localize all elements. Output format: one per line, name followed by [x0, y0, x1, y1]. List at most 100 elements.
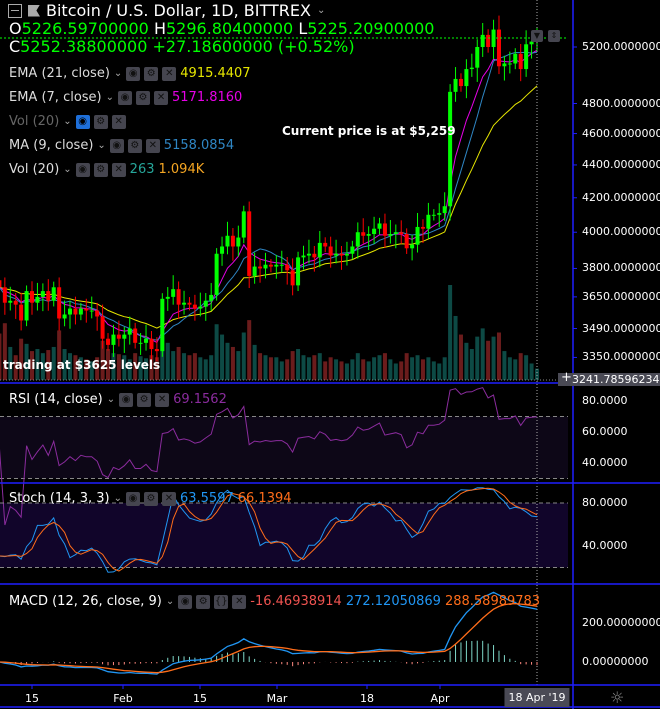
macd-legend[interactable]: MACD (12, 26, close, 9) ⌄ ◉ ⚙{} ✕ -16.4693891… — [9, 594, 540, 609]
close-icon[interactable]: ✕ — [111, 114, 126, 129]
close-icon[interactable]: ✕ — [161, 491, 176, 506]
settings-icon[interactable]: ⚙ — [137, 392, 152, 407]
candle-body — [78, 308, 83, 315]
braces-icon[interactable]: {} — [214, 594, 229, 609]
volume-bar — [236, 351, 241, 380]
volume-bar — [475, 336, 480, 380]
rsi-legend[interactable]: RSI (14, close) ⌄ ◉ ⚙ ✕ 69.1562 — [9, 392, 227, 407]
candle-body — [258, 266, 263, 269]
settings-icon[interactable]: ⚙ — [196, 594, 211, 609]
volume-bar — [127, 359, 132, 380]
volume-bar — [133, 353, 138, 380]
dropdown-button[interactable]: ▼ — [531, 30, 543, 42]
volume-bar — [306, 357, 311, 380]
visibility-icon[interactable]: ◉ — [125, 491, 140, 506]
indicator-legend[interactable]: EMA (7, close) ⌄ ◉ ⚙ ✕ 5171.8160 — [9, 90, 242, 105]
candle-body — [475, 47, 480, 68]
indicator-legend[interactable]: Vol (20) ⌄ ◉ ⚙ ✕ 263 1.094K — [9, 162, 204, 177]
candle-body — [160, 298, 165, 352]
volume-bar — [437, 363, 442, 380]
volume-bar — [138, 356, 143, 380]
chevron-down-icon[interactable]: ⌄ — [165, 596, 175, 607]
candle-body — [106, 338, 111, 345]
candle-body — [68, 308, 73, 315]
candle-body — [518, 53, 523, 70]
volume-bar — [279, 361, 284, 380]
rsi-label[interactable]: RSI (14, close) — [9, 392, 103, 407]
close-icon[interactable]: ✕ — [111, 162, 126, 177]
settings-icon[interactable]: ⚙ — [127, 138, 142, 153]
macd-label[interactable]: MACD (12, 26, close, 9) — [9, 594, 162, 609]
price-tick-label: 3490.00000000 — [582, 321, 660, 335]
volume-bar — [491, 336, 496, 380]
candle-body — [165, 296, 170, 299]
candle-body — [182, 302, 187, 305]
chevron-down-icon[interactable]: ⌄ — [106, 394, 116, 405]
indicator-legend[interactable]: MA (9, close) ⌄ ◉ ⚙ ✕ 5158.0854 — [9, 138, 234, 153]
stoch-d-value: 66.1394 — [237, 491, 292, 506]
settings-icon[interactable]: ⚙ — [144, 66, 159, 81]
volume-bar — [24, 343, 29, 380]
plus-icon[interactable]: + — [561, 370, 572, 385]
settings-icon[interactable]: ⚙ — [136, 90, 151, 105]
indicator-label[interactable]: EMA (21, close) — [9, 66, 110, 81]
candle-body — [62, 314, 67, 319]
chevron-down-icon[interactable]: ⌄ — [113, 493, 122, 504]
price-tick-label: 4200.00000000 — [582, 190, 660, 204]
volume-bar — [35, 349, 40, 380]
visibility-icon[interactable]: ◉ — [126, 66, 141, 81]
volume-bar — [209, 355, 214, 380]
candle-body — [111, 334, 116, 345]
settings-icon[interactable]: ⚙ — [143, 491, 158, 506]
indicator-label[interactable]: Vol (20) — [9, 114, 60, 129]
close-icon[interactable]: ✕ — [145, 138, 160, 153]
scale-toggle-button[interactable]: ⇕ — [548, 30, 560, 42]
collapse-icon[interactable] — [8, 3, 22, 18]
visibility-icon[interactable]: ◉ — [119, 392, 134, 407]
candle-body — [328, 246, 333, 256]
chevron-down-icon[interactable]: ⌄ — [63, 116, 72, 127]
close-icon[interactable]: ✕ — [162, 66, 177, 81]
volume-bar — [420, 359, 425, 380]
indicator-label[interactable]: Vol (20) — [9, 162, 60, 177]
candle-body — [453, 78, 458, 92]
volume-bar — [263, 355, 268, 380]
volume-bar — [192, 353, 197, 380]
settings-icon[interactable]: ⚙ — [93, 162, 108, 177]
ohlc-row-1: O5226.59700000 H5296.80400000 L5225.2090… — [9, 19, 435, 38]
settings-gear-icon[interactable]: ☼ — [610, 688, 625, 707]
stoch-legend[interactable]: Stoch (14, 3, 3) ⌄ ◉ ⚙ ✕ 63.5597 66.1394 — [9, 491, 292, 506]
indicator-legend[interactable]: EMA (21, close) ⌄ ◉ ⚙ ✕ 4915.4407 — [9, 66, 251, 81]
volume-bar — [176, 346, 181, 380]
stoch-label[interactable]: Stoch (14, 3, 3) — [9, 491, 110, 506]
visibility-icon[interactable]: ◉ — [178, 594, 193, 609]
indicator-label[interactable]: MA (9, close) — [9, 138, 94, 153]
volume-bar — [68, 353, 73, 380]
visibility-icon[interactable]: ◉ — [75, 162, 90, 177]
candle-body — [312, 253, 317, 258]
chevron-down-icon[interactable]: ⌄ — [113, 68, 123, 79]
chevron-down-icon[interactable]: ⌄ — [63, 164, 72, 175]
chevron-down-icon[interactable]: ⌄ — [97, 140, 106, 151]
volume-bar — [203, 359, 208, 380]
chevron-down-icon[interactable]: ⌄ — [105, 92, 115, 103]
settings-icon[interactable]: ⚙ — [93, 114, 108, 129]
symbol-header[interactable]: Bitcoin / U.S. Dollar, 1D, BITTREX ⌄ — [8, 1, 325, 20]
chevron-down-icon[interactable]: ⌄ — [316, 5, 326, 16]
volume-bar — [382, 353, 387, 380]
change-value: +27.18600000 (+0.52%) — [152, 37, 355, 56]
volume-bar — [290, 351, 295, 380]
indicator-legend[interactable]: Vol (20) ⌄ ◉ ⚙ ✕ — [9, 114, 130, 129]
visibility-icon[interactable]: ◉ — [75, 114, 90, 129]
visibility-icon[interactable]: ◉ — [118, 90, 133, 105]
close-icon[interactable]: ✕ — [155, 392, 170, 407]
close-icon[interactable]: ✕ — [232, 594, 247, 609]
visibility-icon[interactable]: ◉ — [109, 138, 124, 153]
volume-bar — [8, 346, 13, 380]
candle-body — [524, 44, 529, 70]
close-icon[interactable]: ✕ — [154, 90, 169, 105]
volume-bar — [225, 342, 230, 380]
high-value: 5296.80400000 — [165, 19, 294, 38]
indicator-label[interactable]: EMA (7, close) — [9, 90, 102, 105]
